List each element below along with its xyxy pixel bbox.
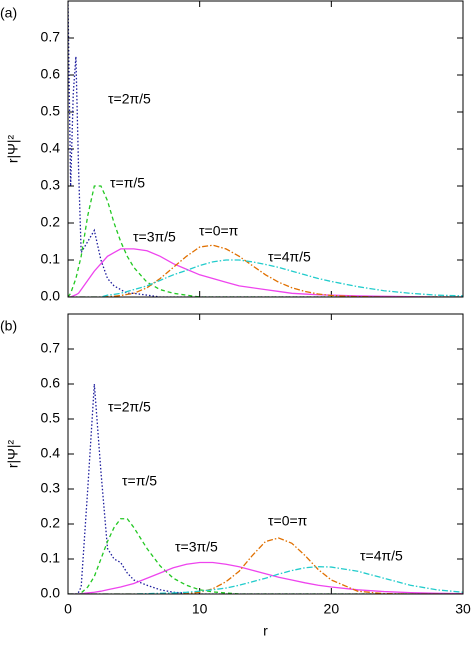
series-line bbox=[68, 185, 463, 297]
panel-label: (a) bbox=[0, 5, 17, 21]
y-tick-label: 0.3 bbox=[41, 177, 61, 193]
y-tick-label: 0.1 bbox=[41, 251, 61, 267]
x-tick-label: 20 bbox=[324, 601, 340, 617]
x-tick-label: 30 bbox=[455, 601, 471, 617]
y-tick-label: 0.0 bbox=[41, 288, 61, 304]
curve-label: τ=2π/5 bbox=[108, 399, 151, 415]
y-tick-label: 0.4 bbox=[41, 445, 61, 461]
y-tick-label: 0.5 bbox=[41, 410, 61, 426]
curve-label: τ=4π/5 bbox=[360, 548, 403, 564]
y-tick-label: 0.6 bbox=[41, 66, 61, 82]
series-line bbox=[68, 561, 463, 594]
curve-label: τ=3π/5 bbox=[133, 229, 176, 245]
y-axis-label: r|Ψ|² bbox=[5, 440, 21, 469]
series-line bbox=[68, 383, 463, 594]
x-axis-label: r bbox=[263, 623, 268, 639]
y-tick-label: 0.0 bbox=[41, 585, 61, 601]
plot-frame bbox=[67, 0, 464, 298]
curve-label: τ=0=π bbox=[199, 223, 239, 239]
series-line bbox=[68, 1, 463, 297]
y-tick-label: 0.3 bbox=[41, 480, 61, 496]
y-tick-label: 0.1 bbox=[41, 550, 61, 566]
curve-label: τ=π/5 bbox=[122, 473, 157, 489]
y-tick-label: 0.6 bbox=[41, 375, 61, 391]
y-tick-label: 0.2 bbox=[41, 214, 61, 230]
panel-label: (b) bbox=[0, 318, 17, 334]
curve-label: τ=4π/5 bbox=[268, 249, 311, 265]
y-tick-label: 0.7 bbox=[41, 29, 61, 45]
curve-label: τ=3π/5 bbox=[175, 539, 218, 555]
x-tick-label: 0 bbox=[64, 601, 72, 617]
series-line bbox=[68, 518, 463, 594]
y-axis-label: r|Ψ|² bbox=[5, 135, 21, 164]
x-tick-label: 10 bbox=[192, 601, 208, 617]
plot-frame bbox=[67, 313, 464, 595]
curve-label: τ=2π/5 bbox=[108, 91, 151, 107]
curve-label: τ=0=π bbox=[268, 513, 308, 529]
series-line bbox=[68, 259, 463, 297]
series-line bbox=[68, 566, 463, 594]
y-tick-label: 0.7 bbox=[41, 340, 61, 356]
y-tick-label: 0.2 bbox=[41, 515, 61, 531]
y-tick-label: 0.4 bbox=[41, 140, 61, 156]
series-line bbox=[68, 244, 463, 297]
curve-label: τ=π/5 bbox=[110, 175, 145, 191]
y-tick-label: 0.5 bbox=[41, 103, 61, 119]
